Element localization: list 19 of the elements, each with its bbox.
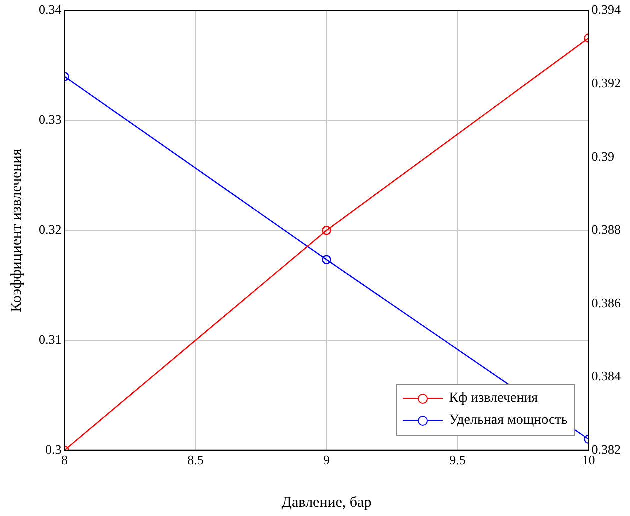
y-tick-label: 0.33 xyxy=(39,112,62,128)
x-tick-label: 9 xyxy=(324,452,330,468)
y2-tick-label: 0.384 xyxy=(592,368,622,384)
x-tick-label: 8 xyxy=(62,452,68,468)
y2-tick-label: 0.39 xyxy=(592,148,614,164)
x-tick-label: 8.5 xyxy=(188,452,204,468)
y2-tick-label: 0.392 xyxy=(592,75,621,90)
y-tick-label: 0.3 xyxy=(46,442,62,457)
legend-label: Кф извлечения xyxy=(449,391,538,408)
y2-tick-label: 0.386 xyxy=(592,295,622,310)
y-tick-label: 0.32 xyxy=(39,222,62,238)
x-tick-label: 9.5 xyxy=(450,452,466,468)
y2-tick-label: 0.394 xyxy=(592,2,622,18)
y-tick-label: 0.31 xyxy=(39,332,62,347)
x-axis-title: Давление, бар xyxy=(282,494,372,511)
y2-tick-label: 0.388 xyxy=(592,222,621,238)
y-tick-label: 0.34 xyxy=(39,2,62,18)
legend-label: Удельная мощность xyxy=(449,413,568,430)
y-axis-title: Коэффициент извлечения xyxy=(8,148,25,312)
